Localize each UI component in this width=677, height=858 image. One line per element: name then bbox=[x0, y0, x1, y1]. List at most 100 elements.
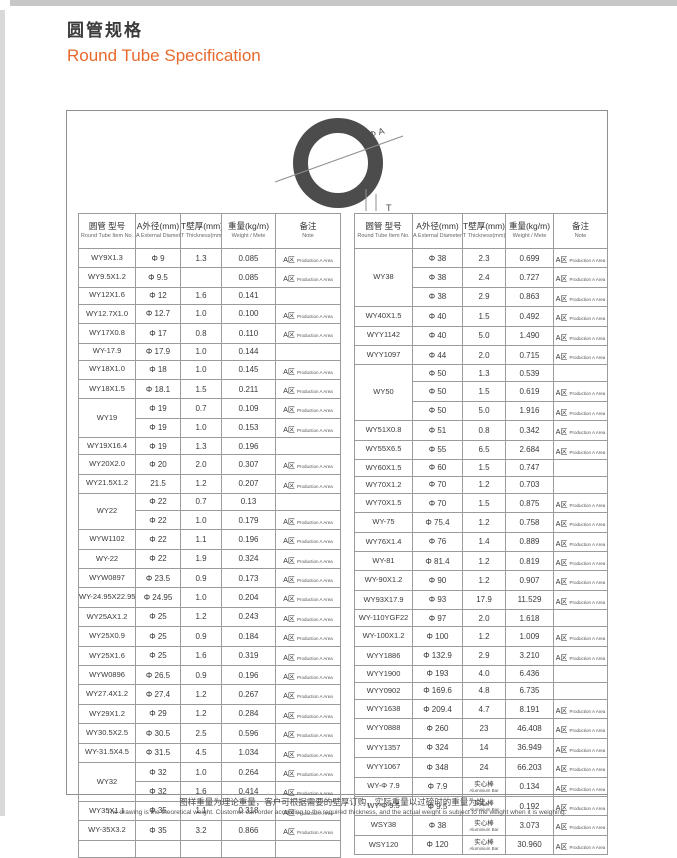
note-cell: A区 Production A Area bbox=[553, 325, 608, 346]
table-row: WYY0902 Φ 169.6 4.8 6.735 bbox=[354, 682, 608, 701]
note-area: Production A Area bbox=[296, 427, 333, 433]
note-area: Production A Area bbox=[296, 369, 333, 375]
external-diameter-cell: Φ 20 bbox=[135, 454, 181, 475]
external-diameter-cell: Φ 38 bbox=[412, 815, 463, 836]
external-diameter-cell: Φ 18.1 bbox=[135, 378, 181, 400]
table-row: WY17X0.8 Φ 17 0.8 0.110 A区 Production A Area bbox=[78, 323, 341, 344]
note-zone: A区 bbox=[555, 824, 568, 832]
note-zone: A区 bbox=[555, 654, 568, 662]
weight-cell: 0.907 bbox=[505, 570, 554, 591]
note-zone: A区 bbox=[555, 257, 568, 264]
weight-cell: 0.109 bbox=[221, 398, 276, 419]
note-zone: A区 bbox=[283, 712, 295, 720]
note-cell: A区 Production A Area bbox=[275, 454, 341, 475]
note-area: Production A Area bbox=[296, 597, 333, 603]
external-diameter-cell: Φ 25 bbox=[135, 645, 181, 667]
thickness-cell: 1.1 bbox=[180, 529, 222, 550]
note-cell: A区 Production A Area bbox=[275, 820, 341, 841]
note-cell: A区 Production A Area bbox=[553, 400, 608, 422]
weight-cell: 0.866 bbox=[221, 820, 276, 841]
thickness-cell: 1.2 bbox=[462, 626, 506, 647]
item-no-cell: WY-Φ 7.9 bbox=[354, 776, 413, 797]
item-no-cell: WY30.5X2.5 bbox=[78, 723, 136, 744]
note-area: Production A Area bbox=[296, 539, 333, 545]
external-diameter-cell: Φ 9 bbox=[135, 247, 181, 269]
weight-cell: 0.284 bbox=[221, 703, 276, 725]
note-cell: A区 Production A Area bbox=[275, 359, 341, 380]
weight-cell: 0.179 bbox=[221, 509, 276, 531]
thickness-cell: 2.9 bbox=[462, 286, 506, 308]
note-cell: A区 Production A Area bbox=[553, 795, 608, 817]
note-area: Production A Area bbox=[296, 483, 333, 489]
note-cell bbox=[553, 682, 608, 701]
weight-cell: 0.100 bbox=[221, 303, 276, 325]
weight-cell: 0.758 bbox=[505, 512, 554, 533]
note-zone: A区 bbox=[283, 809, 295, 817]
note-zone: A区 bbox=[555, 315, 568, 323]
note-area: Production A Area bbox=[296, 713, 333, 719]
note-zone: A区 bbox=[283, 557, 295, 565]
item-no-cell: WY22 bbox=[78, 492, 136, 531]
note-area: Production A Area bbox=[296, 578, 333, 584]
weight-cell: 0.085 bbox=[221, 267, 276, 288]
note-zone: A区 bbox=[555, 409, 568, 417]
note-cell: A区 Production A Area bbox=[553, 439, 608, 460]
note-area: Production A Area bbox=[296, 675, 333, 681]
note-zone: A区 bbox=[555, 501, 568, 509]
item-no-cell: WY18X1.5 bbox=[78, 378, 136, 400]
table-row: WY-100X1.2 Φ 100 1.2 1.009 A区 Production A Ar… bbox=[354, 626, 608, 647]
note-cell: A区 Production A Area bbox=[275, 509, 341, 531]
external-diameter-cell: Φ 25 bbox=[135, 626, 181, 647]
note-zone: A区 bbox=[555, 708, 568, 716]
note-cell: A区 Production A Area bbox=[275, 626, 341, 647]
weight-cell: 0.875 bbox=[505, 492, 554, 514]
thickness-cell: 2.0 bbox=[180, 454, 222, 475]
note-area: Production A Area bbox=[569, 258, 606, 263]
item-no-cell: WY-24.95X22.95 bbox=[78, 587, 136, 608]
weight-cell: 0.145 bbox=[221, 359, 276, 380]
table-row: WSY38 Φ 38 实心棒 Aluminium Bar 3.073 A区 Producti… bbox=[354, 815, 608, 836]
external-diameter-cell: Φ 50 bbox=[412, 381, 463, 402]
thickness-sub: Aluminium Bar bbox=[469, 787, 499, 793]
tube-cross-section-diagram: Φ A T bbox=[274, 118, 404, 213]
note-cell: A区 Production A Area bbox=[275, 587, 341, 608]
note-zone: A区 bbox=[283, 654, 295, 662]
thickness-cell: 17.9 bbox=[462, 589, 506, 611]
spec-sheet-frame: Φ A T 圆管 型号 Round Tube Item No. A外径(mm) A … bbox=[66, 110, 608, 858]
external-diameter-cell: Φ 75.4 bbox=[412, 512, 463, 533]
item-no-cell: WY12X1.6 bbox=[78, 286, 136, 305]
note-zone: A区 bbox=[555, 295, 568, 303]
note-cell: A区 Production A Area bbox=[275, 781, 341, 802]
round-tube-table-right: 圆管 型号 Round Tube Item No. A外径(mm) A Extern… bbox=[354, 213, 608, 856]
header-item-no-zh: 圆管 型号 bbox=[365, 221, 402, 232]
weight-cell: 46.408 bbox=[505, 718, 554, 739]
note-cell: A区 Production A Area bbox=[553, 286, 608, 308]
header-thickness-zh: T壁厚(mm) bbox=[463, 221, 506, 232]
thickness-cell: 2.0 bbox=[462, 609, 506, 628]
note-area: Production A Area bbox=[569, 709, 606, 715]
thickness-cell: 0.7 bbox=[180, 492, 222, 511]
note-area: Production A Area bbox=[296, 333, 333, 339]
item-no-cell: WY70X1.2 bbox=[354, 475, 413, 494]
weight-cell: 0.747 bbox=[505, 458, 554, 477]
weight-cell: 30.960 bbox=[505, 834, 554, 856]
thickness-cell: 1.0 bbox=[180, 509, 222, 531]
thickness-cell: 1.0 bbox=[180, 761, 222, 783]
table-row: WY9X1.3 Φ 9 1.3 0.085 A区 Production A Area bbox=[78, 247, 341, 269]
note-zone: A区 bbox=[283, 596, 295, 604]
note-area: Production A Area bbox=[569, 747, 606, 753]
thickness-cell: 1.5 bbox=[180, 378, 222, 400]
note-area: Production A Area bbox=[569, 316, 606, 322]
table-row: WYY1886 Φ 132.9 2.9 3.210 A区 Production A Are… bbox=[354, 645, 608, 667]
table-row: WY32 Φ 32 1.0 0.264 A区 Production A Area bbox=[78, 761, 341, 802]
item-no-cell: WYY1900 bbox=[354, 665, 413, 684]
thickness-cell: 4.5 bbox=[180, 742, 222, 763]
note-area: Production A Area bbox=[296, 752, 333, 758]
thickness-cell: 0.8 bbox=[462, 420, 506, 441]
note-area: Production A Area bbox=[296, 313, 333, 319]
external-diameter-cell: Φ 193 bbox=[412, 665, 463, 684]
header-external-diameter-zh: A外径(mm) bbox=[136, 221, 180, 232]
note-area: Production A Area bbox=[296, 258, 333, 263]
external-diameter-cell: Φ 50 bbox=[412, 400, 463, 422]
note-zone: A区 bbox=[283, 463, 295, 471]
